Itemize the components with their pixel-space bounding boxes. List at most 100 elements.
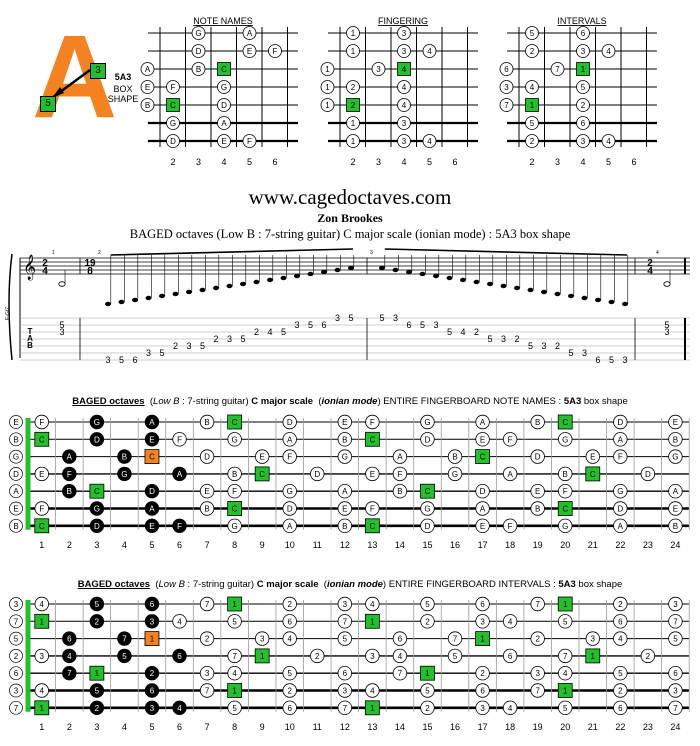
- tab-letter: T: [28, 327, 33, 336]
- board-note: 2: [282, 683, 297, 698]
- mini-note: F: [166, 80, 180, 94]
- subtitle: BAGED octaves (Low B : 7-string guitar) …: [129, 227, 571, 241]
- svg-text:F: F: [67, 470, 72, 479]
- board-note: 4: [502, 614, 518, 629]
- svg-text:1: 1: [232, 600, 237, 609]
- svg-text:5: 5: [425, 687, 430, 696]
- svg-text:7: 7: [343, 617, 348, 626]
- svg-text:4: 4: [606, 47, 611, 56]
- svg-text:F: F: [177, 435, 182, 444]
- board-fret-number: 13: [367, 540, 377, 550]
- svg-text:B: B: [232, 470, 237, 479]
- svg-text:4: 4: [177, 617, 182, 626]
- mini-note: F: [242, 134, 257, 148]
- svg-text:2: 2: [205, 635, 210, 644]
- svg-text:F: F: [232, 487, 237, 496]
- board-note: 1: [475, 631, 490, 646]
- svg-text:4: 4: [370, 687, 375, 696]
- svg-text:A: A: [618, 435, 624, 444]
- mini-note: 5: [525, 116, 539, 130]
- board-fret-number: 5: [149, 540, 154, 550]
- note-head: [554, 291, 561, 297]
- tab-fret-descending: 4: [460, 327, 465, 337]
- board-note: 2: [199, 631, 215, 646]
- svg-text:7: 7: [535, 600, 540, 609]
- board-note: G: [613, 483, 628, 499]
- board-note: B: [530, 501, 545, 516]
- board-note: C: [364, 518, 380, 534]
- svg-text:7: 7: [343, 704, 348, 713]
- mini-note: G: [166, 116, 180, 130]
- svg-text:D: D: [196, 47, 202, 56]
- tab-fret-ascending: 3: [186, 341, 191, 351]
- svg-text:F: F: [273, 47, 278, 56]
- board-note: G: [282, 483, 297, 499]
- tab-fret-ascending: 5: [348, 313, 353, 323]
- board-note: D: [640, 466, 656, 482]
- system-brace: [8, 253, 13, 361]
- board-note: D: [420, 432, 435, 447]
- note-head: [334, 267, 341, 273]
- svg-text:A: A: [618, 522, 624, 531]
- board-note: 6: [668, 665, 683, 681]
- tab-fret-ascending: 2: [173, 341, 178, 351]
- svg-text:1: 1: [351, 137, 356, 146]
- svg-text:B: B: [67, 487, 72, 496]
- svg-text:E: E: [673, 505, 678, 514]
- svg-text:B: B: [204, 418, 209, 427]
- board-note: E: [254, 449, 270, 464]
- tab-fret-descending: 5: [379, 313, 384, 323]
- svg-text:4: 4: [530, 83, 535, 92]
- svg-text:3: 3: [376, 65, 381, 74]
- board-note: F: [172, 432, 187, 447]
- mini-note: 6: [499, 62, 514, 76]
- board-note: A: [337, 483, 353, 499]
- fingerboard-title-intervals: BAGED octaves (Low B : 7-string guitar) …: [77, 579, 623, 590]
- board-note: D: [613, 414, 628, 430]
- mini-note: 1: [346, 134, 360, 148]
- board-note: 7: [392, 665, 408, 681]
- svg-text:7: 7: [453, 635, 458, 644]
- board-note: 7: [668, 614, 683, 629]
- board-note: 6: [475, 596, 490, 612]
- author: Zon Brookes: [317, 211, 383, 225]
- treble-clef-icon: 𝄞: [23, 254, 36, 280]
- board-note: A: [282, 432, 297, 447]
- svg-text:3: 3: [343, 600, 348, 609]
- svg-text:G: G: [342, 453, 348, 462]
- board-fret-number: 12: [340, 540, 350, 550]
- svg-text:B: B: [673, 522, 678, 531]
- board-note: 3: [585, 631, 600, 646]
- time-sig-start-bottom: 4: [42, 266, 48, 277]
- mini-note: 6: [576, 116, 590, 130]
- svg-text:7: 7: [14, 704, 19, 713]
- tab-fret-descending: 2: [555, 341, 560, 351]
- svg-text:6: 6: [150, 600, 155, 609]
- board-note: B: [668, 432, 683, 447]
- svg-text:3: 3: [673, 687, 678, 696]
- svg-text:4: 4: [40, 687, 45, 696]
- mini-note: 3: [397, 134, 411, 148]
- board-note: C: [364, 431, 380, 447]
- svg-text:3: 3: [581, 47, 586, 56]
- svg-text:A: A: [67, 453, 73, 462]
- mini-fret-number: 6: [272, 157, 277, 167]
- board-note: C: [420, 483, 435, 499]
- note-head: [199, 287, 206, 293]
- mini-fret-number: 2: [529, 157, 534, 167]
- time-sig-mid-top: 19: [84, 258, 96, 269]
- svg-text:4: 4: [618, 635, 623, 644]
- board-note: 1: [144, 631, 160, 646]
- svg-text:4: 4: [427, 137, 432, 146]
- svg-text:2: 2: [535, 635, 540, 644]
- svg-text:D: D: [617, 505, 623, 514]
- tab-fret-ascending: 3: [335, 313, 340, 323]
- svg-text:6: 6: [581, 29, 586, 38]
- svg-text:G: G: [424, 418, 430, 427]
- board-note: C: [227, 501, 243, 516]
- board-note: B: [530, 414, 545, 430]
- mini-fret-number: 2: [170, 157, 175, 167]
- svg-text:7: 7: [673, 704, 678, 713]
